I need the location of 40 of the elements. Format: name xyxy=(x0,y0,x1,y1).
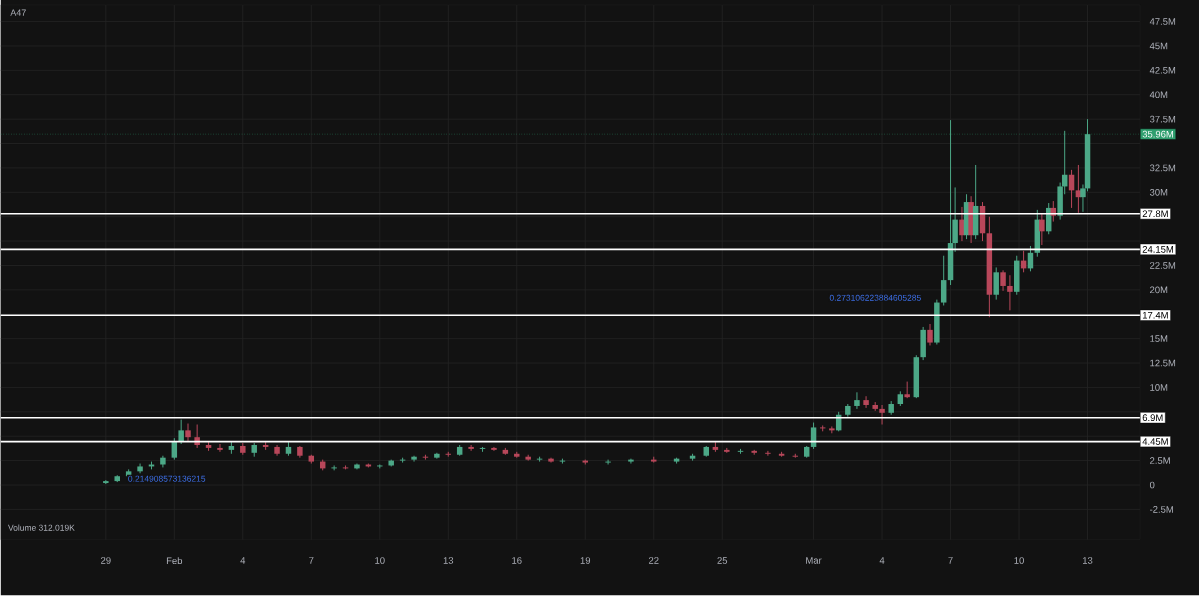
ref-line-label: 17.4M xyxy=(1142,312,1168,319)
x-tick-label: Feb xyxy=(166,557,183,565)
x-tick-label: 22 xyxy=(648,557,659,564)
x-tick-label: 4 xyxy=(879,557,885,564)
y-tick-label: 0 xyxy=(1149,481,1155,489)
x-tick-label: 25 xyxy=(717,557,728,565)
x-tick-label: 10 xyxy=(375,557,385,565)
ref-line-label: 24.15M xyxy=(1142,246,1174,253)
y-tick-label: 32.5M xyxy=(1149,164,1176,172)
x-tick-label: 13 xyxy=(1082,557,1093,565)
x-tick-label: 4 xyxy=(240,557,246,564)
x-tick-label: 19 xyxy=(580,557,591,565)
y-tick-label: 20M xyxy=(1150,286,1168,294)
x-tick-label: 29 xyxy=(101,557,111,565)
annotation: 0.273106223884605285 xyxy=(829,295,921,301)
y-tick-label: 15M xyxy=(1150,335,1168,343)
ref-line-label: 4.45M xyxy=(1142,438,1168,446)
y-tick-label: -2.5M xyxy=(1149,506,1173,513)
annotation: 0.214908573136215 xyxy=(128,475,206,482)
y-tick-label: 12.5M xyxy=(1150,359,1176,367)
y-tick-label: 42.5M xyxy=(1149,67,1176,74)
ref-line-label: 27.8M xyxy=(1142,210,1168,218)
y-tick-label: 22.5M xyxy=(1150,262,1176,270)
x-tick-label: 7 xyxy=(948,557,953,564)
x-tick-label: 7 xyxy=(309,557,314,564)
x-tick-label: Mar xyxy=(806,557,822,564)
y-tick-label: 47.5M xyxy=(1149,18,1176,26)
annotation: Volume 312.019K xyxy=(8,524,75,531)
x-tick-label: 13 xyxy=(443,557,454,565)
x-tick-label: 16 xyxy=(512,557,522,565)
ref-line-label: 6.9M xyxy=(1142,414,1163,422)
y-tick-label: 30M xyxy=(1149,189,1168,196)
y-tick-label: 2.5M xyxy=(1150,457,1170,465)
y-tick-label: 37.5M xyxy=(1149,115,1176,123)
y-tick-label: 10M xyxy=(1150,384,1168,391)
x-tick-label: 10 xyxy=(1014,557,1024,565)
y-tick-label: 45M xyxy=(1149,42,1168,50)
ref-line-label: 35.96M xyxy=(1142,131,1174,138)
chart-title: A47 xyxy=(10,9,26,16)
y-tick-label: 40M xyxy=(1149,91,1168,99)
